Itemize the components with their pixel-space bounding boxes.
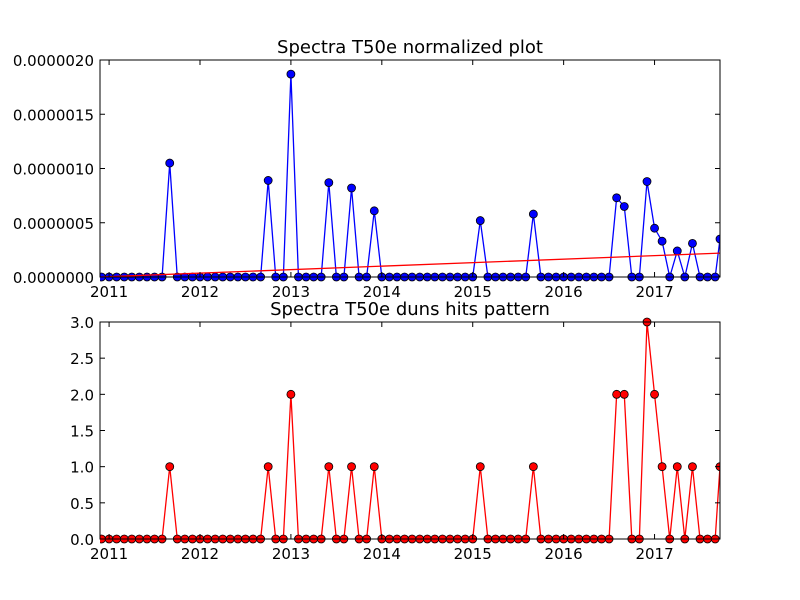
bottom-y-tick-label: 3.0 bbox=[70, 314, 94, 332]
bottom-y-tick-label: 0.0 bbox=[70, 531, 94, 549]
top-series-normalized-point bbox=[475, 216, 485, 225]
top-y-tick-label: 0.0000005 bbox=[13, 215, 94, 233]
top-series-normalized-point bbox=[528, 209, 538, 219]
top-series-normalized-point bbox=[715, 234, 720, 244]
bottom-series-hits-point bbox=[347, 462, 356, 472]
top-y-tick-label: 0.0000015 bbox=[13, 106, 94, 124]
bottom-y-tick-label: 1.0 bbox=[70, 459, 94, 477]
top-chart-normalized: Spectra T50e normalized plot 2011 2012 201… bbox=[13, 37, 721, 301]
top-chart-title: Spectra T50e normalized plot bbox=[277, 37, 543, 58]
top-series-normalized-point bbox=[165, 158, 175, 168]
top-x-tick-label: 2012 bbox=[181, 283, 219, 301]
bottom-series-hits-point bbox=[263, 462, 273, 472]
top-series-normalized-point bbox=[263, 176, 273, 185]
bottom-series-hits-point bbox=[688, 462, 697, 472]
bottom-y-tick-label: 1.5 bbox=[70, 423, 94, 441]
bottom-x-tick-label: 2013 bbox=[272, 545, 310, 563]
bottom-x-tick-label: 2015 bbox=[454, 545, 492, 563]
bottom-series-hits-point bbox=[324, 462, 334, 472]
top-series-normalized-point bbox=[612, 193, 622, 203]
top-series-normalized-point bbox=[369, 206, 379, 216]
top-y-tick-label: 0.0000010 bbox=[13, 161, 94, 179]
bottom-chart-hits: Spectra T50e duns hits pattern 2011 2012 2… bbox=[70, 299, 721, 563]
bottom-chart-title: Spectra T50e duns hits pattern bbox=[270, 299, 550, 320]
bottom-x-tick-label: 2011 bbox=[90, 545, 128, 563]
bottom-y-tick-label: 2.5 bbox=[70, 350, 94, 368]
bottom-y-tick-label: 2.0 bbox=[70, 386, 94, 404]
top-y-tick-label: 0.0000020 bbox=[13, 52, 94, 70]
top-x-tick-label: 2011 bbox=[90, 283, 128, 301]
bottom-x-tick-label: 2012 bbox=[181, 545, 219, 563]
bottom-series-hits-point bbox=[672, 462, 682, 472]
bottom-series-hits-point bbox=[619, 389, 629, 399]
bottom-x-tick-label: 2014 bbox=[363, 545, 401, 563]
bottom-series-hits-point bbox=[650, 389, 659, 399]
bottom-series-hits-point bbox=[475, 462, 485, 472]
bottom-series-hits-point bbox=[369, 462, 379, 472]
bottom-series-hits-point bbox=[165, 462, 175, 472]
bottom-series-hits-point bbox=[286, 389, 296, 399]
top-series-normalized-point bbox=[347, 183, 356, 193]
bottom-y-tick-label: 0.5 bbox=[70, 495, 94, 513]
top-series-normalized-point bbox=[688, 238, 697, 248]
bottom-series-hits-point bbox=[528, 462, 538, 472]
top-x-tick-label: 2017 bbox=[635, 283, 673, 301]
top-x-tick-label: 2013 bbox=[272, 283, 310, 301]
top-x-tick-label: 2014 bbox=[363, 283, 401, 301]
top-x-tick-label: 2015 bbox=[454, 283, 492, 301]
top-y-tick-label: 0.0000000 bbox=[13, 269, 94, 287]
bottom-series-hits-point bbox=[657, 462, 667, 472]
top-series-normalized-point bbox=[672, 246, 682, 256]
top-series-normalized-point bbox=[286, 69, 296, 79]
top-series-normalized-point bbox=[324, 178, 334, 188]
top-series-normalized-point bbox=[619, 202, 629, 211]
top-x-tick-label: 2016 bbox=[545, 283, 583, 301]
top-series-normalized-point bbox=[657, 236, 667, 246]
bottom-x-tick-label: 2016 bbox=[545, 545, 583, 563]
top-series-normalized-point bbox=[650, 223, 659, 233]
bottom-series-hits-point bbox=[612, 389, 622, 399]
bottom-x-tick-label: 2017 bbox=[635, 545, 673, 563]
top-series-trend-line bbox=[100, 252, 720, 278]
top-series-normalized-point bbox=[642, 177, 652, 186]
